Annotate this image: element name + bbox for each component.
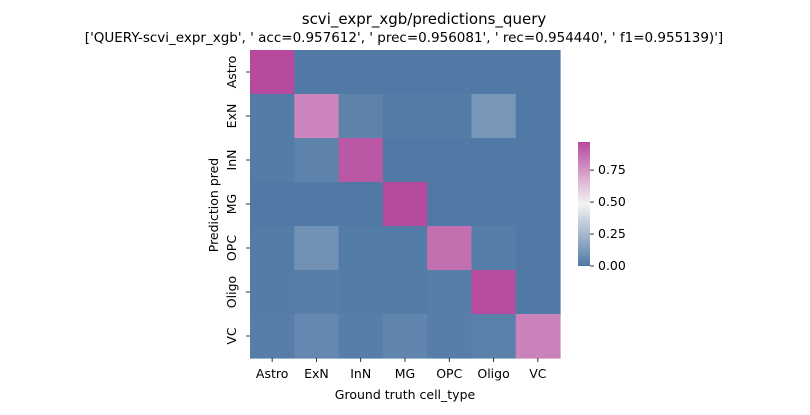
heatmap-cell-ExN-VC (515, 94, 561, 139)
heatmap-cell-Oligo-Astro (250, 270, 295, 315)
x-tick-label: MG (395, 366, 415, 381)
y-tick-label: ExN (224, 104, 239, 129)
heatmap-cell-MG-InN (338, 182, 384, 227)
heatmap-cell-OPC-VC (515, 226, 561, 271)
colorbar (578, 142, 590, 266)
heatmap-cell-OPC-Oligo (471, 226, 517, 271)
y-axis-label: Prediction pred (206, 158, 221, 253)
heatmap-cell-ExN-Astro (250, 94, 295, 139)
y-tick-label: InN (224, 150, 239, 171)
heatmap-cell-OPC-Astro (250, 226, 295, 271)
heatmap-cell-ExN-InN (338, 94, 384, 139)
heatmap-cell-ExN-ExN (294, 94, 340, 139)
heatmap-cell-Oligo-VC (515, 270, 561, 315)
x-axis-label: Ground truth cell_type (335, 387, 476, 402)
x-tick-label: Oligo (477, 366, 509, 381)
y-tick-label: OPC (224, 235, 239, 261)
heatmap-cell-OPC-MG (382, 226, 428, 271)
heatmap-cell-InN-MG (382, 138, 428, 183)
heatmap-cell-OPC-InN (338, 226, 384, 271)
colorbar-tick-label: 0.00 (598, 258, 626, 273)
heatmap-cell-Oligo-Oligo (471, 270, 517, 315)
x-tick-label: OPC (436, 366, 462, 381)
heatmap-cell-Oligo-OPC (427, 270, 473, 315)
heatmap-cell-MG-ExN (294, 182, 340, 227)
x-tick-label: VC (529, 366, 547, 381)
heatmap-cell-Astro-OPC (427, 50, 473, 95)
heatmap-cell-InN-OPC (427, 138, 473, 183)
heatmap-cell-VC-InN (338, 314, 384, 359)
heatmap-cell-MG-MG (382, 182, 428, 227)
y-tick-label: MG (224, 194, 239, 214)
heatmap-cell-MG-VC (515, 182, 561, 227)
chart-title: scvi_expr_xgb/predictions_query (302, 10, 547, 29)
x-tick-label: ExN (304, 366, 329, 381)
heatmap-cell-Oligo-InN (338, 270, 384, 315)
heatmap-cell-Oligo-MG (382, 270, 428, 315)
colorbar-tick-label: 0.25 (598, 226, 626, 241)
x-axis-ticks: Astro ExN InN MG OPC Oligo VC (256, 358, 547, 381)
x-tick-label: InN (350, 366, 371, 381)
heatmap-cell-Astro-VC (515, 50, 561, 95)
heatmap-cell-InN-InN (338, 138, 384, 183)
heatmap-cell-InN-Astro (250, 138, 295, 183)
heatmap-cell-VC-Astro (250, 314, 295, 359)
heatmap-cell-VC-ExN (294, 314, 340, 359)
heatmap-cell-Astro-ExN (294, 50, 340, 95)
heatmap-cell-InN-VC (515, 138, 561, 183)
colorbar-tick-label: 0.75 (598, 162, 626, 177)
heatmap-cells (250, 50, 561, 359)
heatmap-cell-ExN-Oligo (471, 94, 517, 139)
heatmap-cell-InN-Oligo (471, 138, 517, 183)
heatmap-cell-Astro-InN (338, 50, 384, 95)
heatmap-cell-Oligo-ExN (294, 270, 340, 315)
colorbar-ticks: 0.00 0.25 0.50 0.75 (590, 162, 626, 273)
heatmap-cell-VC-Oligo (471, 314, 517, 359)
y-axis-ticks: Astro ExN InN MG OPC Oligo VC (224, 56, 250, 345)
heatmap-cell-Astro-Astro (250, 50, 295, 95)
y-tick-label: VC (224, 327, 239, 345)
y-tick-label: Oligo (224, 276, 239, 308)
heatmap-cell-ExN-MG (382, 94, 428, 139)
heatmap-cell-OPC-ExN (294, 226, 340, 271)
heatmap-cell-VC-MG (382, 314, 428, 359)
heatmap-cell-MG-OPC (427, 182, 473, 227)
heatmap-cell-VC-VC (515, 314, 561, 359)
heatmap-cell-MG-Astro (250, 182, 295, 227)
x-tick-label: Astro (256, 366, 288, 381)
heatmap-cell-ExN-OPC (427, 94, 473, 139)
heatmap-cell-Astro-Oligo (471, 50, 517, 95)
y-tick-label: Astro (224, 56, 239, 88)
chart-subtitle: ['QUERY-scvi_expr_xgb', ' acc=0.957612',… (85, 30, 723, 46)
heatmap-cell-Astro-MG (382, 50, 428, 95)
heatmap-cell-VC-OPC (427, 314, 473, 359)
heatmap-cell-InN-ExN (294, 138, 340, 183)
heatmap-cell-OPC-OPC (427, 226, 473, 271)
colorbar-tick-label: 0.50 (598, 194, 626, 209)
heatmap-cell-MG-Oligo (471, 182, 517, 227)
